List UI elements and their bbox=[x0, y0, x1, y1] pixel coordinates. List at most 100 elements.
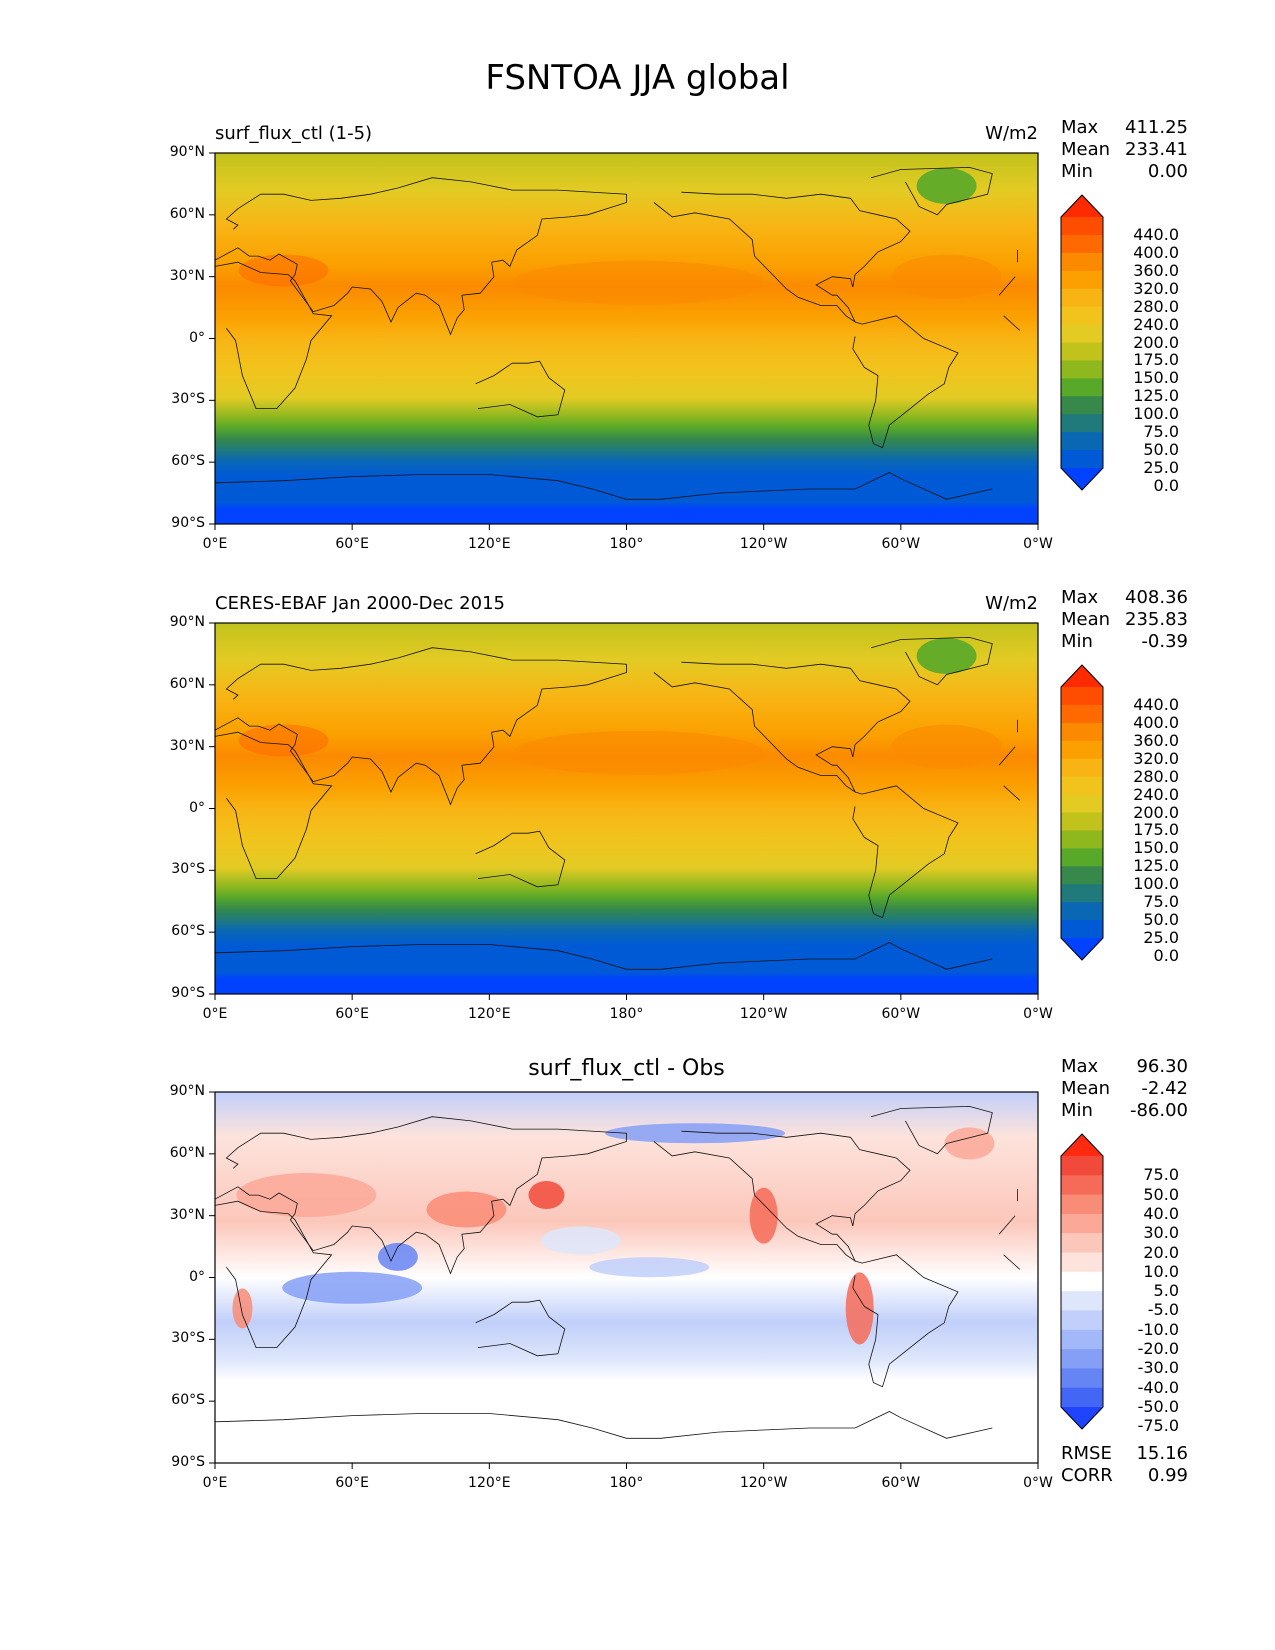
lon-tick-label: 120°E bbox=[468, 536, 511, 552]
stat-value-min: -0.39 bbox=[1141, 631, 1188, 652]
anomaly-blob bbox=[605, 1123, 786, 1144]
colorbar-segment bbox=[1061, 758, 1103, 778]
coastline-greenland bbox=[870, 166, 993, 216]
lat-tick-label: 60°S bbox=[171, 1392, 205, 1409]
coastline-southAmerica bbox=[852, 315, 959, 449]
colorbar-difference bbox=[1060, 1133, 1104, 1430]
colorbar-label: -20.0 bbox=[1137, 1339, 1179, 1359]
lat-tick-label: 90°S bbox=[171, 985, 205, 1001]
colorbar-label: 50.0 bbox=[1143, 1184, 1179, 1204]
anomaly-blob bbox=[944, 1127, 995, 1160]
lat-tick-label: 90°N bbox=[169, 1083, 205, 1099]
lon-tick-label: 0°W bbox=[1023, 536, 1053, 552]
colorbar-label: 25.0 bbox=[1143, 928, 1179, 947]
stat-value-mean: -2.42 bbox=[1141, 1078, 1188, 1099]
colorbar-segment bbox=[1061, 830, 1103, 849]
figure-title: FSNTOA JJA global bbox=[485, 58, 790, 98]
anomaly-blob bbox=[236, 1173, 377, 1218]
colorbar-label: 440.0 bbox=[1133, 694, 1179, 714]
anomaly-blob bbox=[377, 1242, 418, 1271]
colorbar-extend-max bbox=[1061, 665, 1103, 687]
field-fill bbox=[215, 153, 1038, 524]
colorbar-label: -50.0 bbox=[1137, 1397, 1179, 1416]
colorbar-segment bbox=[1061, 776, 1103, 796]
colorbar-label: 400.0 bbox=[1133, 242, 1179, 262]
colorbar-label: -10.0 bbox=[1137, 1319, 1179, 1339]
colorbar-segment bbox=[1061, 360, 1103, 379]
lat-tick-label: 0° bbox=[189, 1268, 205, 1285]
coastline-eurasia bbox=[215, 647, 1018, 806]
lat-tick-label: 90°N bbox=[169, 614, 205, 630]
colorbar-extend-min bbox=[1061, 468, 1103, 490]
colorbar-label: 360.0 bbox=[1133, 260, 1179, 280]
lon-tick-label: 120°W bbox=[739, 536, 788, 552]
colorbar-label: 125.0 bbox=[1133, 386, 1179, 406]
colorbar-segment bbox=[1061, 866, 1103, 885]
pacific-high bbox=[512, 730, 764, 775]
anomaly-blob bbox=[426, 1191, 507, 1228]
colorbar-label: 100.0 bbox=[1133, 874, 1179, 894]
stat-value-corr: 0.99 bbox=[1147, 1465, 1188, 1486]
colorbar-test bbox=[1060, 194, 1104, 491]
lon-tick-label: 120°W bbox=[739, 1006, 788, 1022]
colorbar-segment bbox=[1061, 1175, 1103, 1196]
colorbar-label: 240.0 bbox=[1133, 314, 1179, 334]
stat-name-min: Min bbox=[1061, 161, 1093, 182]
anomaly-blob bbox=[749, 1187, 778, 1244]
lat-tick-label: 30°S bbox=[171, 861, 205, 878]
colorbar-segment bbox=[1061, 1156, 1103, 1176]
colorbar-label: -75.0 bbox=[1137, 1416, 1179, 1436]
lon-tick-label: 120°E bbox=[468, 1006, 511, 1022]
colorbar-label: 175.0 bbox=[1133, 820, 1179, 840]
colorbar-segment bbox=[1061, 342, 1103, 361]
stat-name-min: Min bbox=[1061, 631, 1093, 652]
colorbar-segment bbox=[1061, 704, 1103, 724]
colorbar-segment bbox=[1061, 1233, 1103, 1254]
colorbar-label: 10.0 bbox=[1143, 1261, 1179, 1281]
lat-tick-label: 0° bbox=[189, 329, 205, 346]
lat-tick-label: 90°S bbox=[171, 515, 205, 531]
colorbar-label: 360.0 bbox=[1133, 730, 1179, 750]
colorbar-segment bbox=[1061, 1213, 1103, 1234]
colorbar-segment bbox=[1061, 252, 1103, 272]
colorbar-extend-min bbox=[1061, 1407, 1103, 1429]
colorbar-label: 30.0 bbox=[1143, 1223, 1179, 1243]
greenland-low bbox=[916, 637, 977, 674]
colorbar-segment bbox=[1061, 687, 1103, 706]
pacific-high bbox=[512, 260, 764, 305]
colorbar-extend-max bbox=[1061, 195, 1103, 217]
colorbar-label: 400.0 bbox=[1133, 712, 1179, 732]
colorbar-extend-max bbox=[1061, 1134, 1103, 1156]
colorbar-label: 200.0 bbox=[1133, 332, 1179, 352]
colorbar-label: 0.0 bbox=[1153, 945, 1179, 965]
coastline-africa bbox=[215, 1200, 1020, 1348]
map-difference bbox=[215, 1092, 1038, 1463]
colorbar-segment bbox=[1061, 234, 1103, 254]
lat-tick-label: 60°N bbox=[169, 675, 205, 692]
stat-name-max: Max bbox=[1061, 587, 1099, 608]
panel-units: W/m2 bbox=[985, 123, 1038, 144]
colorbar-segment bbox=[1061, 217, 1103, 236]
lat-tick-label: 30°S bbox=[171, 391, 205, 408]
stat-value-max: 408.36 bbox=[1125, 587, 1188, 608]
lat-tick-label: 30°N bbox=[169, 1206, 205, 1223]
lon-tick-label: 0°E bbox=[202, 1475, 228, 1491]
colorbar-outline bbox=[1060, 194, 1104, 491]
colorbar-segment bbox=[1061, 1252, 1103, 1273]
coastline-eurasia bbox=[215, 1116, 1018, 1275]
lon-tick-label: 180° bbox=[609, 1006, 644, 1022]
colorbar-label: -5.0 bbox=[1147, 1300, 1179, 1320]
stat-name-rmse: RMSE bbox=[1061, 1443, 1112, 1464]
lat-tick-label: 60°S bbox=[171, 453, 205, 470]
colorbar-label: 100.0 bbox=[1133, 404, 1179, 424]
lon-tick-label: 60°E bbox=[335, 1006, 369, 1022]
lon-tick-label: 60°W bbox=[881, 536, 921, 552]
colorbar-label: 0.0 bbox=[1153, 475, 1179, 495]
colorbar-segment bbox=[1061, 324, 1103, 343]
panel-left-title: CERES-EBAF Jan 2000-Dec 2015 bbox=[215, 593, 505, 614]
colorbar-label: 200.0 bbox=[1133, 802, 1179, 822]
stat-value-min: -86.00 bbox=[1129, 1100, 1188, 1121]
colorbar-label: 440.0 bbox=[1133, 224, 1179, 244]
colorbar-label: 320.0 bbox=[1133, 748, 1179, 768]
